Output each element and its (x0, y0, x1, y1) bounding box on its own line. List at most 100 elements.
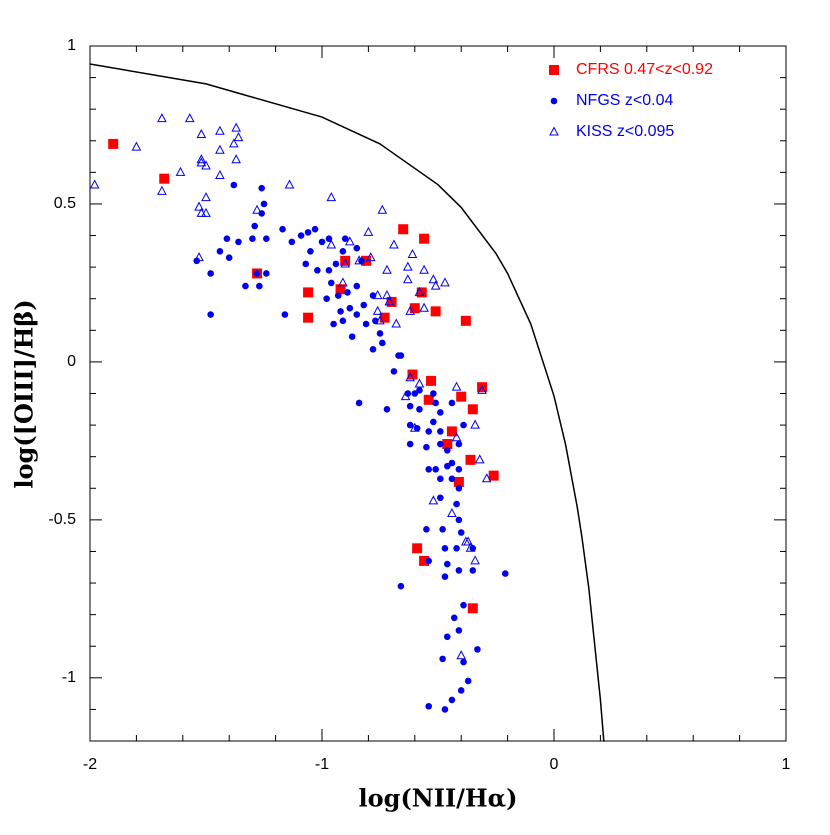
point (302, 260, 310, 268)
point (346, 304, 354, 312)
point (397, 582, 405, 590)
legend-marker (549, 126, 559, 136)
x-tick-label: 1 (782, 756, 791, 773)
point (448, 459, 456, 467)
point (416, 405, 423, 413)
point (355, 399, 363, 407)
point (470, 555, 480, 565)
point (443, 462, 451, 470)
point (229, 138, 239, 148)
point (411, 390, 419, 397)
point (441, 706, 449, 713)
point (216, 248, 224, 255)
point (467, 603, 478, 614)
point (297, 232, 305, 239)
point (223, 235, 231, 243)
point (425, 466, 433, 473)
point (446, 426, 457, 437)
point (455, 567, 463, 574)
point (376, 330, 384, 337)
point (474, 646, 481, 653)
point (437, 409, 444, 416)
point (455, 484, 463, 492)
point (89, 179, 100, 189)
point (233, 132, 244, 142)
point (469, 567, 477, 574)
point (348, 333, 356, 340)
point (249, 235, 256, 243)
point (441, 544, 449, 552)
point (437, 440, 444, 448)
point (242, 282, 249, 290)
point (231, 122, 241, 132)
point (323, 295, 330, 303)
point (375, 315, 385, 325)
point (318, 238, 326, 246)
point (456, 650, 467, 660)
x-tick-label: -1 (315, 756, 329, 773)
point (326, 192, 337, 202)
point (432, 466, 439, 473)
point (443, 560, 451, 568)
legend-label: CFRS 0.47<z<0.92 (576, 61, 713, 78)
point (426, 375, 437, 386)
point (314, 266, 321, 274)
point (423, 443, 430, 451)
y-tick-label: 1 (67, 37, 76, 54)
point (450, 614, 458, 622)
point (196, 207, 207, 217)
point (467, 404, 478, 415)
point (451, 432, 462, 442)
point (339, 248, 347, 255)
point (196, 154, 207, 164)
point (451, 381, 462, 391)
point (157, 113, 167, 123)
y-tick-label: 0 (67, 353, 76, 370)
point (419, 302, 429, 312)
point (474, 454, 485, 464)
point (332, 260, 340, 268)
point (414, 286, 425, 296)
x-tick-label: 0 (550, 756, 559, 773)
point (260, 200, 268, 208)
point (340, 258, 351, 268)
point (327, 279, 335, 287)
point (338, 277, 348, 287)
point (501, 570, 509, 577)
point (201, 192, 211, 202)
point (340, 255, 351, 266)
point (389, 239, 399, 249)
point (201, 207, 211, 217)
point (460, 601, 467, 609)
point (400, 391, 411, 401)
point (252, 204, 262, 214)
point (377, 204, 388, 214)
legend-marker (550, 97, 558, 105)
point (369, 345, 377, 353)
point (345, 236, 355, 246)
point (406, 421, 414, 429)
point (215, 144, 225, 154)
point (404, 390, 412, 397)
point (465, 542, 476, 552)
point (457, 687, 465, 694)
point (455, 516, 463, 524)
point (414, 378, 425, 388)
point (430, 418, 437, 426)
point (403, 274, 413, 284)
y-tick-label: -0.5 (48, 511, 76, 528)
point (442, 439, 453, 450)
point (439, 655, 446, 663)
point (406, 440, 414, 448)
point (253, 270, 261, 277)
point (481, 473, 492, 483)
point (457, 529, 465, 536)
point (403, 261, 413, 271)
point (455, 466, 463, 473)
point (423, 394, 434, 405)
point (437, 494, 444, 502)
point (311, 225, 319, 233)
point (196, 128, 207, 138)
